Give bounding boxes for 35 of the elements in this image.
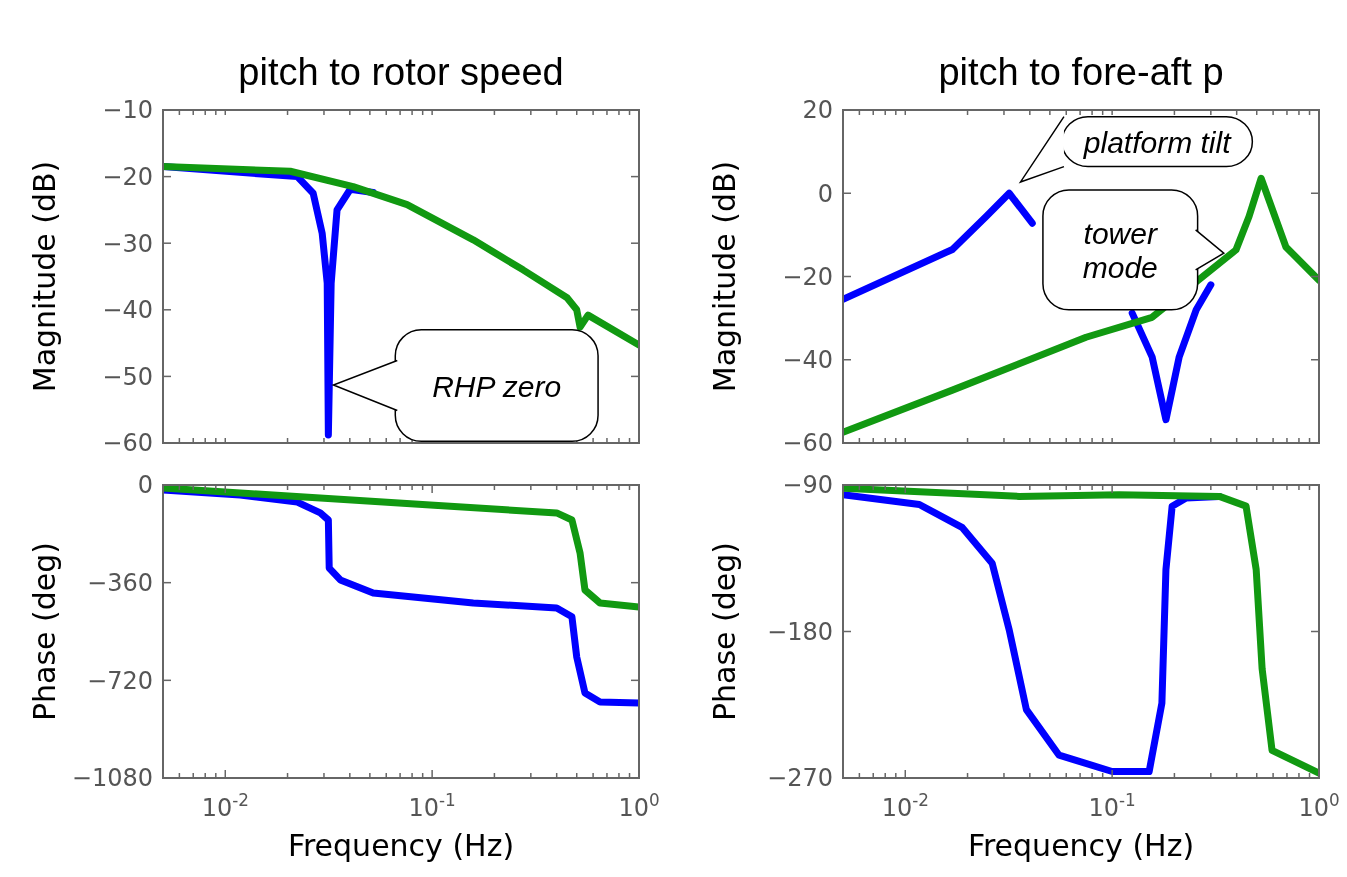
x-tick-label: 10$^{-1}$ [1088,790,1136,822]
y-tick-label: −720 [87,666,153,695]
annotation: platform tilt [1082,125,1233,159]
y-axis-title: Phase (deg) [27,541,62,722]
chart-title: pitch to fore-aft p [938,51,1224,93]
y-tick-label: −40 [782,346,833,375]
chart-title: pitch to rotor speed [238,51,564,93]
y-tick-label: 20 [802,96,833,125]
y-tick-label: 0 [137,471,153,500]
y-tick-label: 0 [817,179,833,208]
y-tick-label: −40 [102,296,153,325]
y-tick-label: −270 [767,764,833,793]
annotation: RHP zero [432,369,562,403]
x-tick-label: 10$^{0}$ [1298,790,1340,822]
x-tick-label: 10$^{-1}$ [408,790,456,822]
y-tick-label: −90 [782,471,833,500]
x-tick-label: 10$^{-2}$ [201,790,249,822]
y-tick-label: −20 [102,163,153,191]
x-axis-title: Frequency (Hz) [967,828,1195,863]
y-tick-label: −1080 [71,764,153,793]
x-axis-title: Frequency (Hz) [287,828,515,863]
y-tick-label: −30 [102,229,153,258]
y-tick-label: −10 [102,96,153,125]
y-tick-label: −60 [102,429,153,458]
y-tick-label: −360 [87,569,153,598]
y-axis-title: Phase (deg) [707,541,742,722]
y-axis-title: Magnitude (dB) [707,160,742,393]
x-tick-label: 10$^{0}$ [618,790,660,822]
x-tick-label: 10$^{-2}$ [881,790,929,822]
annotation: tower mode [1082,216,1158,284]
y-tick-label: −60 [782,429,833,458]
y-tick-label: −180 [767,617,833,646]
y-axis-title: Magnitude (dB) [27,160,62,393]
y-tick-label: −50 [102,362,153,391]
y-tick-label: −20 [782,262,833,291]
